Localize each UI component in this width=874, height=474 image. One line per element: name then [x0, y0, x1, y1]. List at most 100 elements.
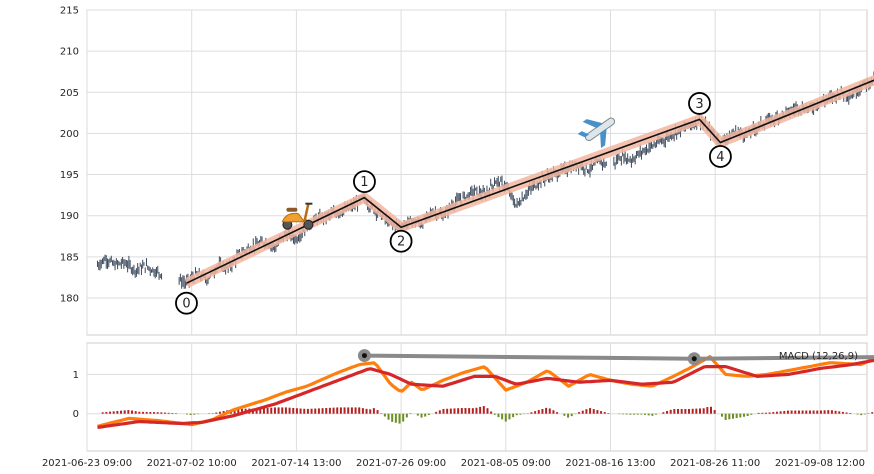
macd-hist-bar — [420, 413, 423, 418]
macd-hist-bar — [416, 413, 419, 416]
macd-hist-bar — [365, 408, 368, 414]
macd-hist-bar — [783, 410, 786, 414]
divergence-layer — [357, 349, 874, 366]
price-y-tick-label: 210 — [60, 47, 79, 58]
macd-hist-bar — [834, 410, 837, 414]
macd-y-tick-labels: 01 — [73, 370, 79, 420]
macd-hist-bar — [435, 411, 438, 414]
macd-hist-bar — [222, 411, 225, 414]
macd-hist-bar — [391, 413, 394, 422]
macd-hist-bar — [750, 413, 753, 415]
macd-hist-bar — [314, 408, 317, 414]
macd-hist-bar — [827, 410, 830, 414]
macd-hist-bar — [702, 408, 705, 414]
macd-hist-bar — [830, 410, 833, 414]
macd-hist-bar — [358, 407, 361, 414]
macd-hist-bar — [164, 412, 166, 414]
annotation-icons — [281, 117, 616, 230]
macd-hist-bar — [347, 407, 350, 414]
macd-hist-bar — [629, 413, 632, 415]
macd-hist-bar — [303, 408, 306, 414]
macd-hist-bar — [131, 410, 134, 414]
macd-hist-bar — [145, 411, 148, 414]
macd-hist-bar — [325, 408, 328, 414]
macd-hist-bar — [680, 408, 683, 414]
macd-hist-bar — [581, 410, 584, 414]
macd-hist-bar — [691, 408, 694, 414]
macd-hist-bar — [845, 412, 848, 414]
airplane-tail — [577, 131, 590, 138]
price-y-tick-label: 195 — [60, 170, 79, 181]
macd-hist-bar — [277, 407, 280, 414]
macd-hist-bar — [262, 408, 265, 414]
macd-hist-bar — [171, 413, 174, 414]
macd-hist-bar — [578, 412, 581, 414]
macd-hist-bar — [570, 413, 573, 417]
macd-hist-bar — [794, 410, 797, 414]
macd-hist-bar — [486, 408, 489, 414]
macd-hist-bar — [860, 413, 863, 416]
wave-label-circle — [709, 145, 732, 168]
macd-hist-bar — [775, 411, 778, 414]
macd-hist-bar — [622, 413, 625, 415]
x-tick-label: 2021-08-26 11:00 — [670, 458, 760, 469]
macd-hist-bar — [123, 410, 126, 414]
macd-hist-bar — [156, 412, 159, 414]
macd-hist-bar — [127, 410, 130, 414]
wave-label-text: 2 — [397, 235, 405, 250]
macd-hist-bar — [457, 408, 460, 414]
wave-label-text: 1 — [360, 175, 368, 190]
macd-hist-bar — [453, 408, 456, 414]
macd-hist-bar — [295, 408, 298, 414]
elliott-wave-labels: 012345 — [175, 92, 732, 315]
macd-hist-bar — [666, 411, 669, 414]
price-y-tick-label: 205 — [60, 88, 79, 99]
airplane-wing — [600, 128, 607, 149]
elliott-wave-layer — [184, 74, 874, 288]
divergence-marker-center — [361, 353, 367, 359]
macd-hist-bar — [339, 407, 342, 414]
macd-hist-bar — [552, 410, 555, 414]
price-y-tick-label: 185 — [60, 252, 79, 263]
macd-hist-bar — [669, 409, 672, 414]
macd-hist-bar — [720, 413, 723, 417]
macd-hist-bar — [215, 412, 218, 414]
macd-hist-bar — [816, 410, 819, 414]
airplane-wing — [582, 119, 604, 128]
x-tick-label: 2021-08-16 13:00 — [565, 458, 655, 469]
wave-label-text: 0 — [182, 297, 190, 312]
macd-hist-bar — [779, 411, 782, 414]
macd-hist-bar — [442, 408, 445, 414]
price-y-tick-label: 215 — [60, 6, 79, 17]
macd-hist-bar — [475, 407, 478, 414]
macd-hist-bar — [772, 412, 775, 414]
scooter-body — [281, 212, 306, 223]
macd-hist-bar — [592, 409, 595, 414]
macd-hist-bar — [105, 411, 108, 414]
macd-hist-bar — [786, 410, 789, 414]
divergence-marker-center — [691, 356, 697, 362]
macd-hist-bar — [812, 410, 815, 414]
macd-hist-bar — [790, 410, 793, 414]
macd-hist-bar — [746, 413, 749, 416]
macd-hist-bar — [336, 407, 339, 414]
macd-hist-bar — [361, 408, 364, 414]
macd-hist-bar — [350, 407, 353, 414]
macd-hist-bar — [383, 413, 386, 417]
macd-hist-bar — [299, 408, 302, 414]
macd-hist-bar — [328, 407, 331, 414]
macd-hist-bar — [255, 408, 258, 414]
x-tick-label: 2021-06-23 09:00 — [42, 458, 132, 469]
macd-hist-bar — [677, 408, 680, 414]
wave-label-circle — [175, 291, 198, 315]
macd-hist-bar — [504, 413, 507, 422]
macd-hist-bar — [768, 412, 771, 414]
macd-hist-bar — [600, 411, 603, 414]
macd-hist-bar — [589, 408, 592, 414]
wave-label-circle — [353, 170, 376, 193]
macd-hist-bar — [493, 413, 496, 415]
macd-hist-bar — [695, 408, 698, 414]
macd-hist-bar — [497, 413, 500, 418]
macd-hist-bar — [394, 413, 397, 423]
macd-hist-bar — [292, 407, 295, 414]
